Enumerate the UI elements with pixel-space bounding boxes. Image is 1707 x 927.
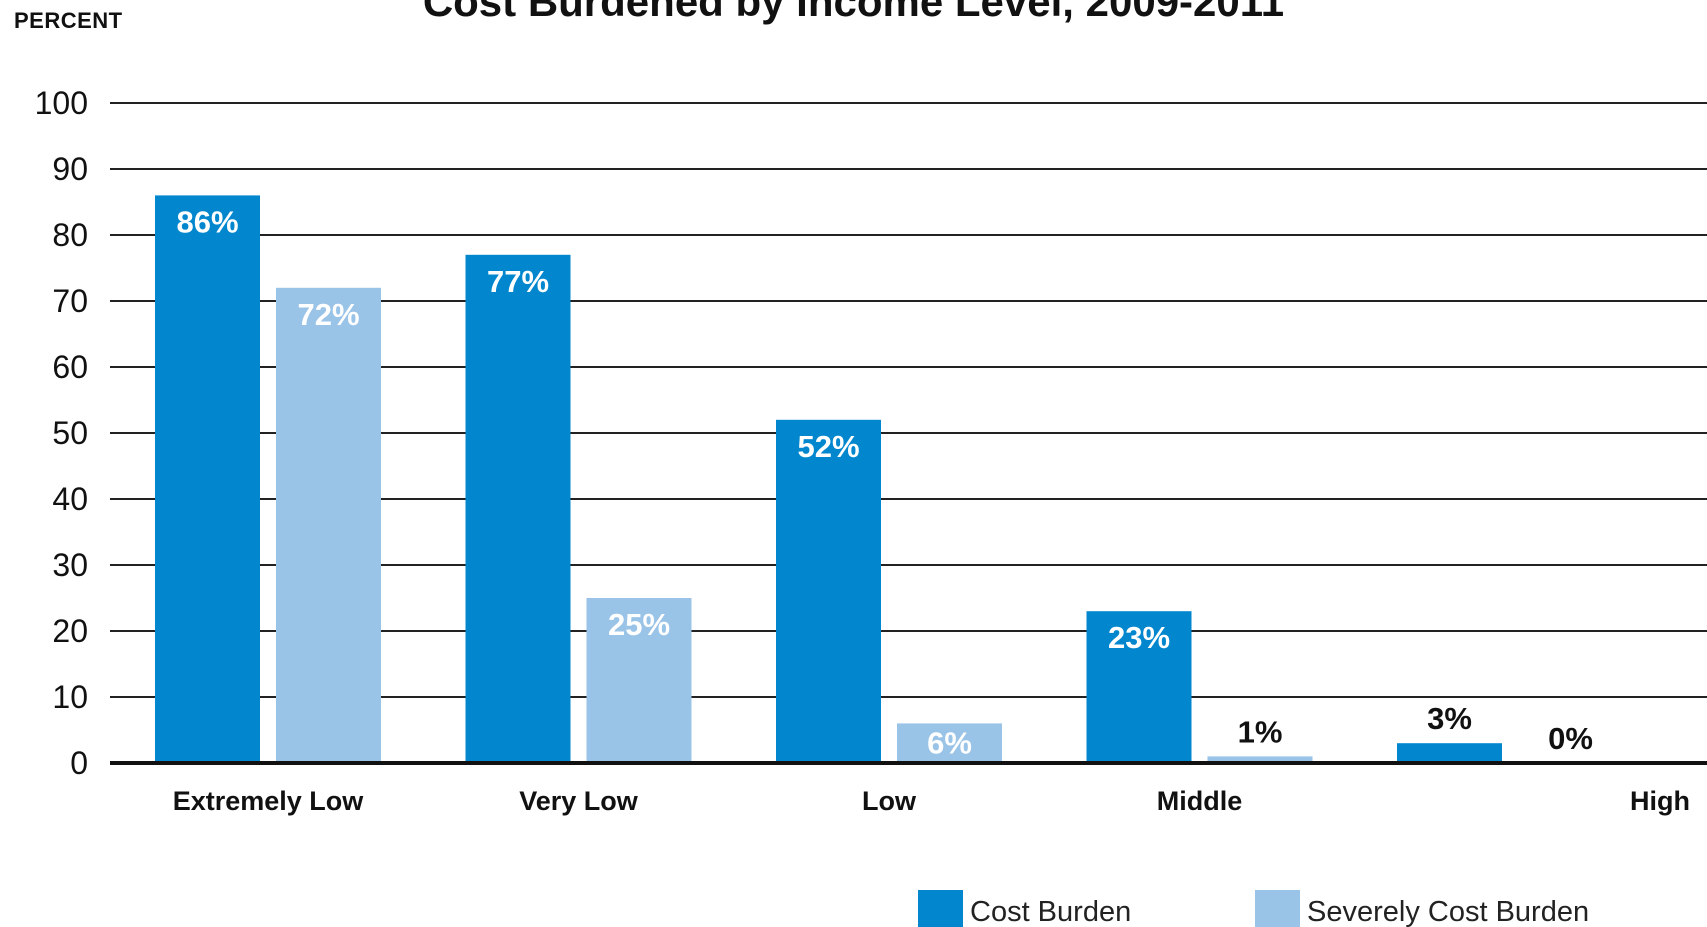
y-tick-label: 0 xyxy=(70,745,88,781)
data-label: 52% xyxy=(797,429,859,464)
y-tick-label: 40 xyxy=(52,481,88,517)
data-label-background xyxy=(1415,699,1484,738)
bars xyxy=(155,195,1502,764)
x-tick-label: Very Low xyxy=(519,786,639,816)
y-tick-label: 20 xyxy=(52,613,88,649)
bar xyxy=(776,419,881,763)
data-label: 3% xyxy=(1427,701,1472,736)
data-label: 23% xyxy=(1108,620,1170,655)
y-tick-label: 10 xyxy=(52,679,88,715)
x-tick-label: Middle xyxy=(1157,786,1243,816)
bar xyxy=(155,195,260,763)
y-axis-label: PERCENT xyxy=(14,8,123,33)
y-tick-label: 60 xyxy=(52,349,88,385)
legend-swatch xyxy=(1255,890,1300,927)
data-label: 25% xyxy=(608,607,670,642)
x-tick-label: Low xyxy=(862,786,917,816)
data-label-background xyxy=(1226,712,1294,751)
bar xyxy=(1086,611,1192,763)
y-tick-label: 70 xyxy=(52,283,88,319)
bar xyxy=(586,598,692,763)
bar xyxy=(1207,756,1313,763)
legend-label: Severely Cost Burden xyxy=(1307,896,1589,927)
y-tick-label: 90 xyxy=(52,151,88,187)
x-tick-label: High xyxy=(1630,786,1690,816)
bar xyxy=(897,723,1002,763)
legend-label: Cost Burden xyxy=(970,896,1131,927)
chart-title: Cost Burdened by Income Level, 2009-2011 xyxy=(422,0,1285,25)
x-tick-label: Extremely Low xyxy=(173,786,365,816)
data-label: 77% xyxy=(487,264,549,299)
data-label: 6% xyxy=(927,725,972,760)
axes: 0 10 20 30 40 50 60 70 80 90 100 Extremely Low Very … xyxy=(35,85,1707,816)
y-tick-label: 100 xyxy=(35,85,88,121)
y-tick-label: 80 xyxy=(52,217,88,253)
bar xyxy=(465,254,571,764)
data-label: 86% xyxy=(176,204,238,239)
data-label-background xyxy=(1536,719,1605,757)
data-labels: 86% 72% 77% 25% 52% 6% 23% 1% 3% 0% xyxy=(176,204,1605,760)
legend-swatch xyxy=(918,890,963,927)
y-tick-label: 50 xyxy=(52,415,88,451)
y-tick-label: 30 xyxy=(52,547,88,583)
bar xyxy=(276,287,381,763)
data-label: 72% xyxy=(297,297,359,332)
data-label: 0% xyxy=(1548,721,1593,756)
bar xyxy=(1397,743,1502,763)
legend: Cost Burden Severely Cost Burden xyxy=(918,890,1589,927)
data-label: 1% xyxy=(1238,714,1283,749)
